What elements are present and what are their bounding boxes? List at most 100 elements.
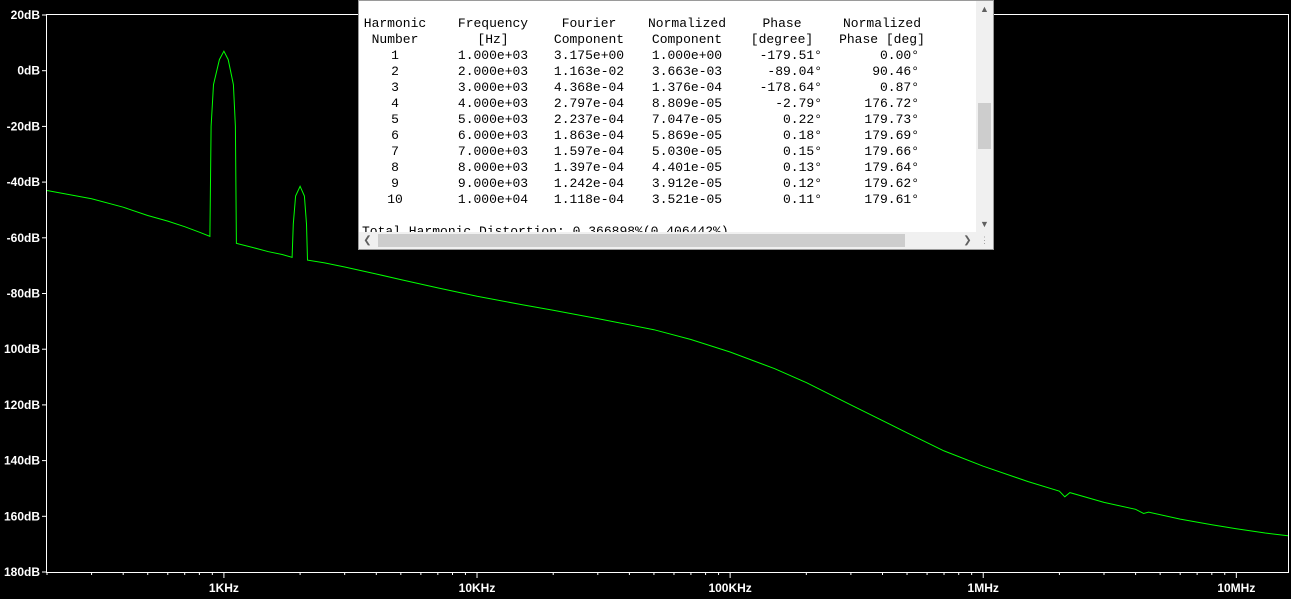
harmonic-number: 6 [391,128,399,143]
fourier-component: 4.368e-04 [553,80,625,95]
normalized-component: 3.912e-05 [651,176,723,191]
phase-value: 0.13° [782,160,822,175]
frequency-value: 9.000e+03 [457,176,529,191]
harmonic-number: 10 [387,192,403,207]
resize-grip-icon[interactable]: ⋮ [976,232,993,249]
harmonic-row: 5 5.000e+03 2.237e-04 7.047e-05 0.22° 179.73° [362,112,975,128]
chevron-left-icon[interactable]: ❮ [363,235,372,246]
normalized-phase: 179.66° [864,144,919,159]
phase-value: 0.11° [782,192,822,207]
phase-value: -89.04° [767,64,822,79]
y-tick-label: 180dB [4,565,40,579]
header-number: Number [371,32,419,47]
header-norm-component: Component [651,32,723,47]
normalized-phase: 179.69° [864,128,919,143]
chevron-right-icon[interactable]: ❯ [963,235,972,246]
normalized-phase: 176.72° [864,96,919,111]
harmonic-number: 7 [391,144,399,159]
x-tick-label: 10KHz [459,581,496,595]
phase-value: 0.18° [782,128,822,143]
phase-value: -2.79° [775,96,822,111]
header-fourier: Fourier [561,16,617,31]
header-row-1: Harmonic Frequency Fourier Normalized Ph… [362,16,975,32]
frequency-value: 5.000e+03 [457,112,529,127]
header-normalized: Normalized [647,16,726,31]
fourier-component: 1.597e-04 [553,144,625,159]
normalized-component: 3.521e-05 [651,192,723,207]
header-row-2: Number [Hz] Component Component [degree]… [362,32,975,48]
fourier-component: 1.863e-04 [553,128,625,143]
chevron-down-icon[interactable]: ▼ [980,219,989,229]
phase-value: 0.22° [782,112,822,127]
y-tick-label: 120dB [4,398,40,412]
x-tick-label: 100KHz [708,581,751,595]
harmonic-row: 8 8.000e+03 1.397e-04 4.401e-05 0.13° 179.64° [362,160,975,176]
fourier-rows: 1 1.000e+03 3.175e+00 1.000e+00 -179.51° 0.00… [362,48,975,208]
horizontal-scroll-thumb[interactable] [378,234,905,247]
normalized-phase: 0.87° [879,80,919,95]
y-tick-label: 140dB [4,454,40,468]
normalized-component: 3.663e-03 [651,64,723,79]
harmonic-row: 4 4.000e+03 2.797e-04 8.809e-05 -2.79° 176.72… [362,96,975,112]
vertical-scroll-thumb[interactable] [978,103,991,149]
harmonic-number: 5 [391,112,399,127]
phase-value: 0.12° [782,176,822,191]
frequency-value: 2.000e+03 [457,64,529,79]
frequency-value: 1.000e+03 [457,48,529,63]
fourier-component: 2.797e-04 [553,96,625,111]
phase-value: -178.64° [759,80,822,95]
frequency-value: 7.000e+03 [457,144,529,159]
y-tick-label: 20dB [11,8,41,22]
frequency-value: 3.000e+03 [457,80,529,95]
normalized-phase: 0.00° [879,48,919,63]
fourier-component: 3.175e+00 [553,48,625,63]
normalized-phase: 179.64° [864,160,919,175]
normalized-phase: 90.46° [872,64,919,79]
frequency-value: 8.000e+03 [457,160,529,175]
y-tick-label: 0dB [17,64,40,78]
fourier-component: 1.397e-04 [553,160,625,175]
harmonic-row: 9 9.000e+03 1.242e-04 3.912e-05 0.12° 179.62° [362,176,975,192]
normalized-phase: 179.62° [864,176,919,191]
harmonic-row: 10 1.000e+04 1.118e-04 3.521e-05 0.11° 179.61… [362,192,975,208]
header-degree: [degree] [750,32,814,47]
y-tick-label: -80dB [7,287,41,301]
normalized-component: 5.869e-05 [651,128,723,143]
y-tick-label: 160dB [4,509,40,523]
phase-value: -179.51° [759,48,822,63]
harmonic-row: 1 1.000e+03 3.175e+00 1.000e+00 -179.51° 0.00… [362,48,975,64]
harmonic-row: 2 2.000e+03 1.163e-02 3.663e-03 -89.04° 90.46… [362,64,975,80]
fourier-output-window[interactable]: Harmonic Frequency Fourier Normalized Ph… [358,0,994,250]
y-tick-label: 100dB [4,342,40,356]
harmonic-number: 8 [391,160,399,175]
horizontal-scrollbar[interactable]: ❮ ❯ [359,232,976,249]
chevron-up-icon[interactable]: ▲ [980,4,989,14]
frequency-value: 4.000e+03 [457,96,529,111]
phase-value: 0.15° [782,144,822,159]
normalized-component: 8.809e-05 [651,96,723,111]
x-tick-label: 1MHz [968,581,999,595]
normalized-component: 7.047e-05 [651,112,723,127]
header-hz: [Hz] [477,32,509,47]
normalized-component: 1.000e+00 [651,48,723,63]
harmonic-number: 3 [391,80,399,95]
vertical-scrollbar[interactable]: ▲ ▼ [976,1,993,233]
x-axis: 1KHz 10KHz 100KHz 1MHz 10MHz [46,572,1255,595]
harmonic-number: 2 [391,64,399,79]
normalized-component: 5.030e-05 [651,144,723,159]
normalized-component: 4.401e-05 [651,160,723,175]
normalized-phase: 179.73° [864,112,919,127]
frequency-value: 1.000e+04 [457,192,529,207]
harmonic-row: 7 7.000e+03 1.597e-04 5.030e-05 0.15° 179.66° [362,144,975,160]
harmonic-number: 9 [391,176,399,191]
y-tick-label: -20dB [7,119,41,133]
header-harmonic: Harmonic [363,16,427,31]
fourier-component: 1.163e-02 [553,64,625,79]
harmonic-number: 1 [391,48,399,63]
fourier-component: 1.118e-04 [553,192,625,207]
harmonic-row: 6 6.000e+03 1.863e-04 5.869e-05 0.18° 179.69° [362,128,975,144]
y-axis: 20dB 0dB -20dB -40dB -60dB -80dB 100dB 120dB 140… [4,8,47,579]
fourier-component: 1.242e-04 [553,176,625,191]
